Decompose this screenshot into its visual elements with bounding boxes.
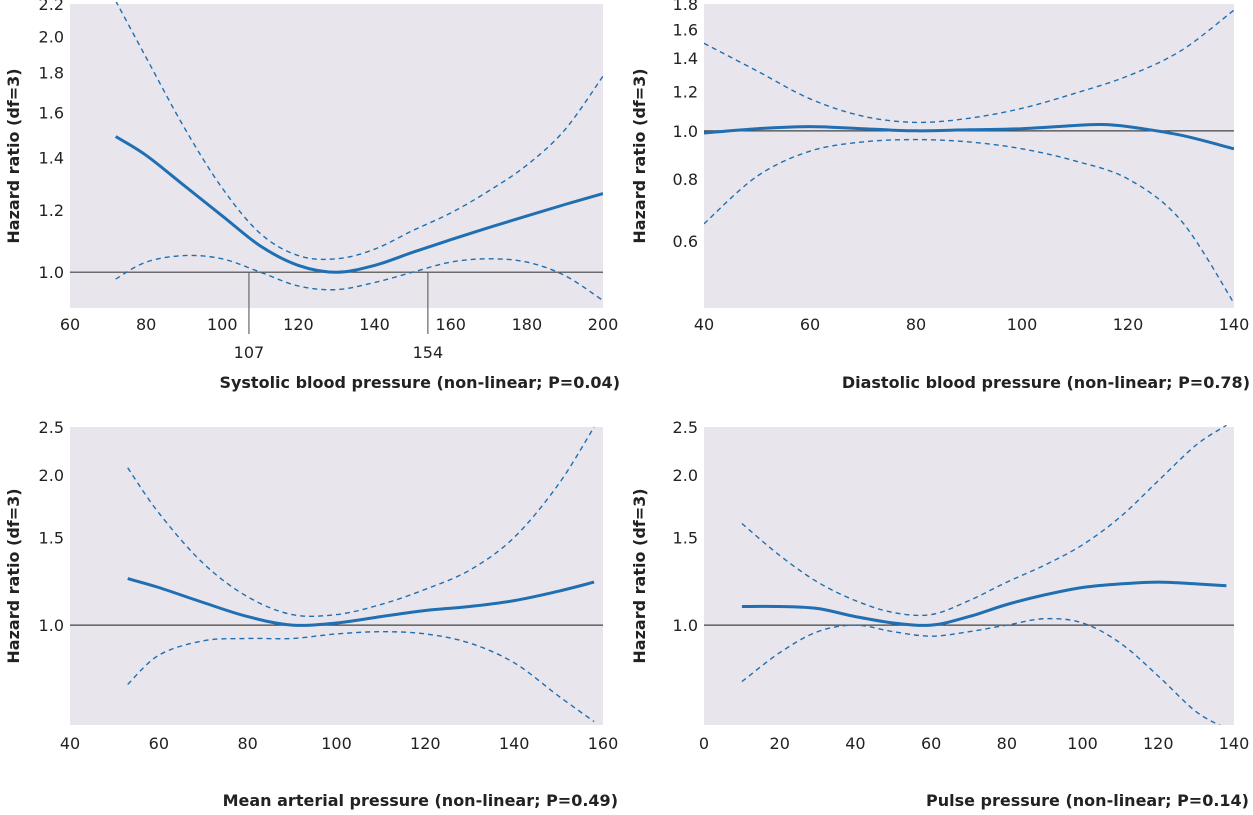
- plot-area: [704, 4, 1234, 308]
- panel-pulse: Hazard ratio (df=3) 1.0 1.5 2.0 2.5 0 20 40 60 80…: [626, 407, 1253, 815]
- y-tick-label: 1.5: [39, 528, 64, 547]
- y-tick-label: 1.6: [673, 20, 698, 39]
- chart-diastolic: Hazard ratio (df=3) 0.6 0.8 1.0 1.2 1.4 1.6 1.8…: [630, 0, 1250, 334]
- lower-ci-curve: [127, 630, 595, 723]
- x-tick-label: 180: [512, 315, 543, 334]
- x-tick-label: 100: [207, 315, 238, 334]
- chart-pulse: Hazard ratio (df=3) 1.0 1.5 2.0 2.5 0 20 40 60 80…: [630, 418, 1250, 753]
- x-tick-label: 100: [321, 734, 352, 753]
- y-tick-label: 0.6: [673, 232, 698, 251]
- x-tick-label: 80: [997, 734, 1017, 753]
- y-tick-label: 1.5: [673, 528, 698, 547]
- x-axis-label-systolic: Systolic blood pressure (non-linear; P=0…: [219, 373, 620, 392]
- x-tick-label: 60: [149, 734, 169, 753]
- y-tick-label: 1.8: [39, 63, 64, 82]
- y-tick-label: 2.0: [673, 466, 698, 485]
- x-tick-label: 40: [845, 734, 865, 753]
- x-tick-label: 120: [1143, 734, 1174, 753]
- y-tick-label: 1.0: [673, 616, 698, 635]
- x-tick-label: 20: [770, 734, 790, 753]
- hazard-ratio-curve: [741, 580, 1227, 627]
- x-tick-label: 80: [906, 315, 926, 334]
- x-tick-label: 140: [499, 734, 530, 753]
- x-tick-label: 120: [410, 734, 441, 753]
- x-tick-label: 80: [136, 315, 156, 334]
- plot-area: [704, 427, 1234, 725]
- y-tick-label: 2.2: [39, 0, 64, 14]
- hazard-ratio-curve: [127, 577, 595, 627]
- y-tick-label: 1.0: [673, 122, 698, 141]
- lower-ci-curve: [115, 254, 603, 302]
- y-axis-title: Hazard ratio (df=3): [4, 488, 23, 663]
- annotation-label: 154: [413, 343, 444, 362]
- upper-ci-curve: [704, 9, 1234, 124]
- x-tick-label: 140: [359, 315, 390, 334]
- x-tick-label: 100: [1007, 315, 1038, 334]
- y-tick-label: 2.0: [39, 27, 64, 46]
- x-tick-label: 60: [800, 315, 820, 334]
- chart-systolic: Hazard ratio (df=3) 1.0 1.2 1.4 1.6 1.8 2.0 2.2…: [4, 0, 619, 362]
- y-tick-label: 1.4: [39, 149, 64, 168]
- plot-area: [70, 427, 603, 725]
- chart-mean-arterial: Hazard ratio (df=3) 1.0 1.5 2.0 2.5 40 60 80 100…: [4, 418, 619, 753]
- upper-ci-curve: [115, 2, 603, 261]
- y-tick-label: 1.0: [39, 263, 64, 282]
- hazard-ratio-curve: [114, 135, 603, 274]
- y-axis-title: Hazard ratio (df=3): [630, 68, 649, 243]
- y-tick-label: 1.2: [673, 82, 698, 101]
- x-tick-label: 140: [1219, 734, 1250, 753]
- plot-area: [70, 4, 603, 308]
- x-tick-label: 40: [694, 315, 714, 334]
- lower-ci-curve: [704, 138, 1234, 304]
- panel-systolic: Hazard ratio (df=3) 1.0 1.2 1.4 1.6 1.8 2.0 2.2…: [0, 0, 626, 407]
- x-tick-label: 200: [588, 315, 619, 334]
- y-tick-label: 2.5: [39, 418, 64, 437]
- y-tick-label: 1.2: [39, 201, 64, 220]
- y-tick-label: 0.8: [673, 170, 698, 189]
- y-axis-title: Hazard ratio (df=3): [630, 488, 649, 663]
- lower-ci-curve: [741, 617, 1221, 725]
- annotation-label: 107: [234, 343, 265, 362]
- x-tick-label: 160: [435, 315, 466, 334]
- x-tick-label: 80: [237, 734, 257, 753]
- panel-diastolic: Hazard ratio (df=3) 0.6 0.8 1.0 1.2 1.4 1.6 1.8…: [626, 0, 1253, 407]
- panel-mean-arterial: Hazard ratio (df=3) 1.0 1.5 2.0 2.5 40 60 80 100…: [0, 407, 626, 815]
- y-tick-label: 1.0: [39, 616, 64, 635]
- x-tick-label: 40: [60, 734, 80, 753]
- x-tick-label: 100: [1067, 734, 1098, 753]
- y-tick-label: 1.6: [39, 103, 64, 122]
- x-tick-label: 140: [1219, 315, 1250, 334]
- x-tick-label: 120: [283, 315, 314, 334]
- upper-ci-curve: [741, 425, 1227, 617]
- x-tick-label: 60: [921, 734, 941, 753]
- x-axis-label-mean-arterial: Mean arterial pressure (non-linear; P=0.…: [222, 791, 618, 810]
- x-tick-label: 0: [699, 734, 709, 753]
- y-axis-title: Hazard ratio (df=3): [4, 68, 23, 243]
- y-tick-label: 1.8: [673, 0, 698, 14]
- x-tick-label: 160: [588, 734, 619, 753]
- x-axis-label-diastolic: Diastolic blood pressure (non-linear; P=…: [841, 373, 1250, 392]
- y-tick-label: 1.4: [673, 49, 698, 68]
- x-tick-label: 60: [60, 315, 80, 334]
- x-tick-label: 120: [1113, 315, 1144, 334]
- y-tick-label: 2.0: [39, 466, 64, 485]
- y-tick-label: 2.5: [673, 418, 698, 437]
- hazard-ratio-curve: [704, 122, 1234, 151]
- x-axis-label-pulse: Pulse pressure (non-linear; P=0.14): [925, 791, 1249, 810]
